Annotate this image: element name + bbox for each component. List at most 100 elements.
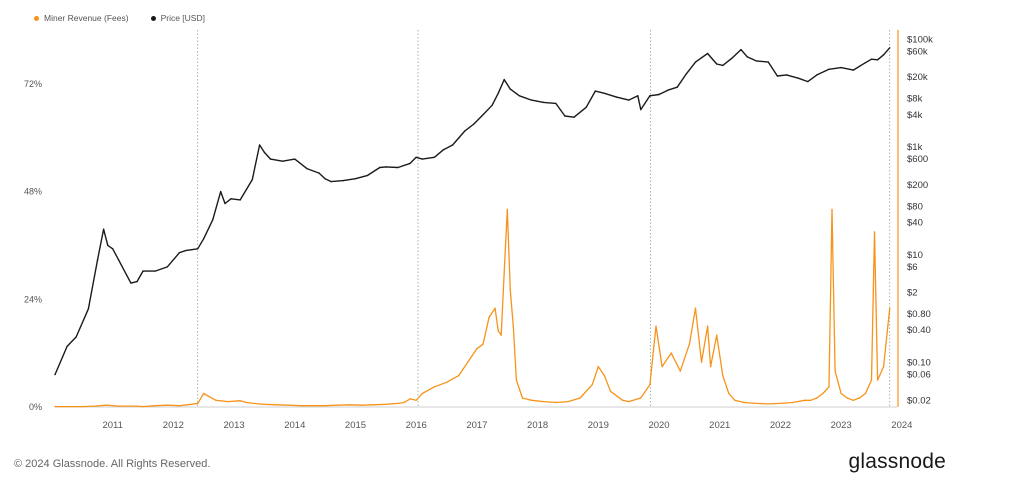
data-point-fees-4 [105, 404, 108, 406]
data-point-fees-37 [458, 374, 460, 377]
legend-item-fees[interactable]: Miner Revenue (Fees) [34, 13, 129, 23]
data-point-price-35 [366, 174, 369, 177]
x-tick-label-12: 2023 [831, 420, 852, 431]
data-point-price-28 [294, 158, 296, 160]
data-point-fees-9 [166, 404, 168, 406]
data-point-price-9 [130, 282, 132, 284]
data-point-fees-79 [767, 403, 769, 405]
data-point-fees-69 [694, 307, 697, 309]
data-point-fees-64 [655, 325, 657, 327]
data-point-price-69 [685, 73, 687, 75]
data-point-price-64 [640, 108, 642, 111]
data-point-fees-98 [889, 307, 891, 309]
legend-item-price[interactable]: Price [USD] [150, 13, 205, 23]
data-point-fees-38 [470, 356, 472, 359]
data-point-fees-59 [609, 390, 612, 392]
x-tick-label-5: 2016 [406, 420, 427, 431]
data-point-price-56 [564, 115, 566, 117]
data-point-fees-94 [870, 379, 873, 381]
data-point-fees-39 [476, 348, 478, 350]
data-point-price-39 [409, 162, 411, 165]
right-tick-label-4: $4k [907, 110, 923, 121]
data-point-fees-70 [700, 361, 703, 363]
right-tick-label-9: $40 [907, 217, 923, 228]
data-point-fees-24 [324, 405, 326, 407]
data-point-fees-92 [858, 397, 861, 399]
data-point-price-31 [324, 178, 326, 180]
data-point-price-46 [473, 123, 475, 125]
data-point-fees-67 [679, 370, 681, 372]
data-point-fees-0 [54, 405, 56, 408]
right-tick-label-10: $10 [907, 250, 923, 261]
data-point-price-24 [258, 144, 261, 146]
data-point-price-27 [281, 160, 284, 162]
data-point-price-36 [379, 166, 381, 169]
data-point-fees-44 [500, 334, 502, 336]
data-point-fees-33 [415, 399, 417, 401]
data-point-price-85 [840, 66, 842, 69]
data-point-price-23 [251, 178, 253, 181]
data-point-price-2 [75, 336, 77, 338]
right-tick-label-12: $2 [907, 288, 918, 299]
data-point-price-7 [112, 248, 114, 250]
data-point-price-48 [491, 104, 493, 107]
data-point-price-76 [746, 56, 748, 58]
data-point-price-79 [776, 75, 779, 77]
x-tick-label-2: 2013 [224, 420, 245, 431]
data-point-price-65 [649, 95, 651, 97]
legend-label-fees: Miner Revenue (Fees) [44, 13, 129, 23]
data-point-price-26 [269, 158, 272, 160]
data-point-fees-63 [649, 383, 651, 386]
data-point-price-57 [573, 116, 575, 118]
data-point-price-38 [397, 166, 399, 169]
data-point-fees-84 [816, 397, 818, 399]
data-point-fees-25 [336, 404, 338, 406]
data-point-fees-68 [688, 343, 691, 345]
data-point-price-72 [716, 63, 718, 65]
data-point-fees-96 [876, 379, 879, 381]
left-tick-label-2: 48% [24, 187, 42, 197]
data-point-fees-47 [509, 289, 511, 291]
data-point-fees-82 [804, 399, 806, 401]
data-point-price-58 [585, 106, 587, 109]
data-point-price-10 [136, 280, 138, 283]
data-point-price-54 [543, 101, 545, 104]
data-point-price-19 [220, 190, 222, 193]
data-point-fees-75 [728, 392, 730, 395]
data-point-fees-1 [69, 405, 71, 408]
data-point-fees-10 [178, 405, 181, 407]
data-point-price-60 [603, 92, 606, 95]
data-point-fees-5 [118, 405, 120, 407]
data-point-fees-17 [245, 401, 247, 404]
data-point-price-1 [66, 345, 68, 348]
data-point-fees-27 [360, 404, 363, 406]
data-point-fees-72 [709, 365, 712, 368]
right-tick-label-1: $60k [907, 46, 928, 57]
right-tick-label-6: $600 [907, 154, 928, 165]
data-point-fees-52 [543, 400, 545, 403]
legend-swatch-fees [34, 15, 39, 21]
data-point-price-18 [212, 219, 214, 221]
data-point-price-59 [594, 90, 596, 92]
data-point-price-67 [667, 89, 669, 91]
left-tick-label-1: 24% [24, 294, 42, 304]
data-point-fees-85 [822, 392, 824, 395]
right-tick-label-11: $6 [907, 262, 918, 273]
data-point-price-81 [798, 77, 800, 80]
data-point-fees-57 [597, 365, 599, 368]
data-point-price-22 [239, 199, 241, 201]
data-point-price-30 [318, 172, 320, 174]
data-point-fees-3 [93, 405, 96, 407]
right-tick-label-13: $0.80 [907, 309, 931, 320]
data-point-price-75 [740, 48, 742, 51]
data-point-fees-95 [873, 231, 876, 233]
data-point-price-44 [451, 144, 454, 146]
data-point-price-61 [615, 96, 618, 98]
data-point-price-0 [54, 373, 56, 376]
data-point-fees-89 [840, 392, 842, 395]
data-point-fees-42 [494, 307, 496, 309]
x-tick-label-6: 2017 [466, 420, 487, 431]
data-point-price-74 [731, 57, 733, 59]
right-tick-label-0: $100k [907, 34, 933, 45]
